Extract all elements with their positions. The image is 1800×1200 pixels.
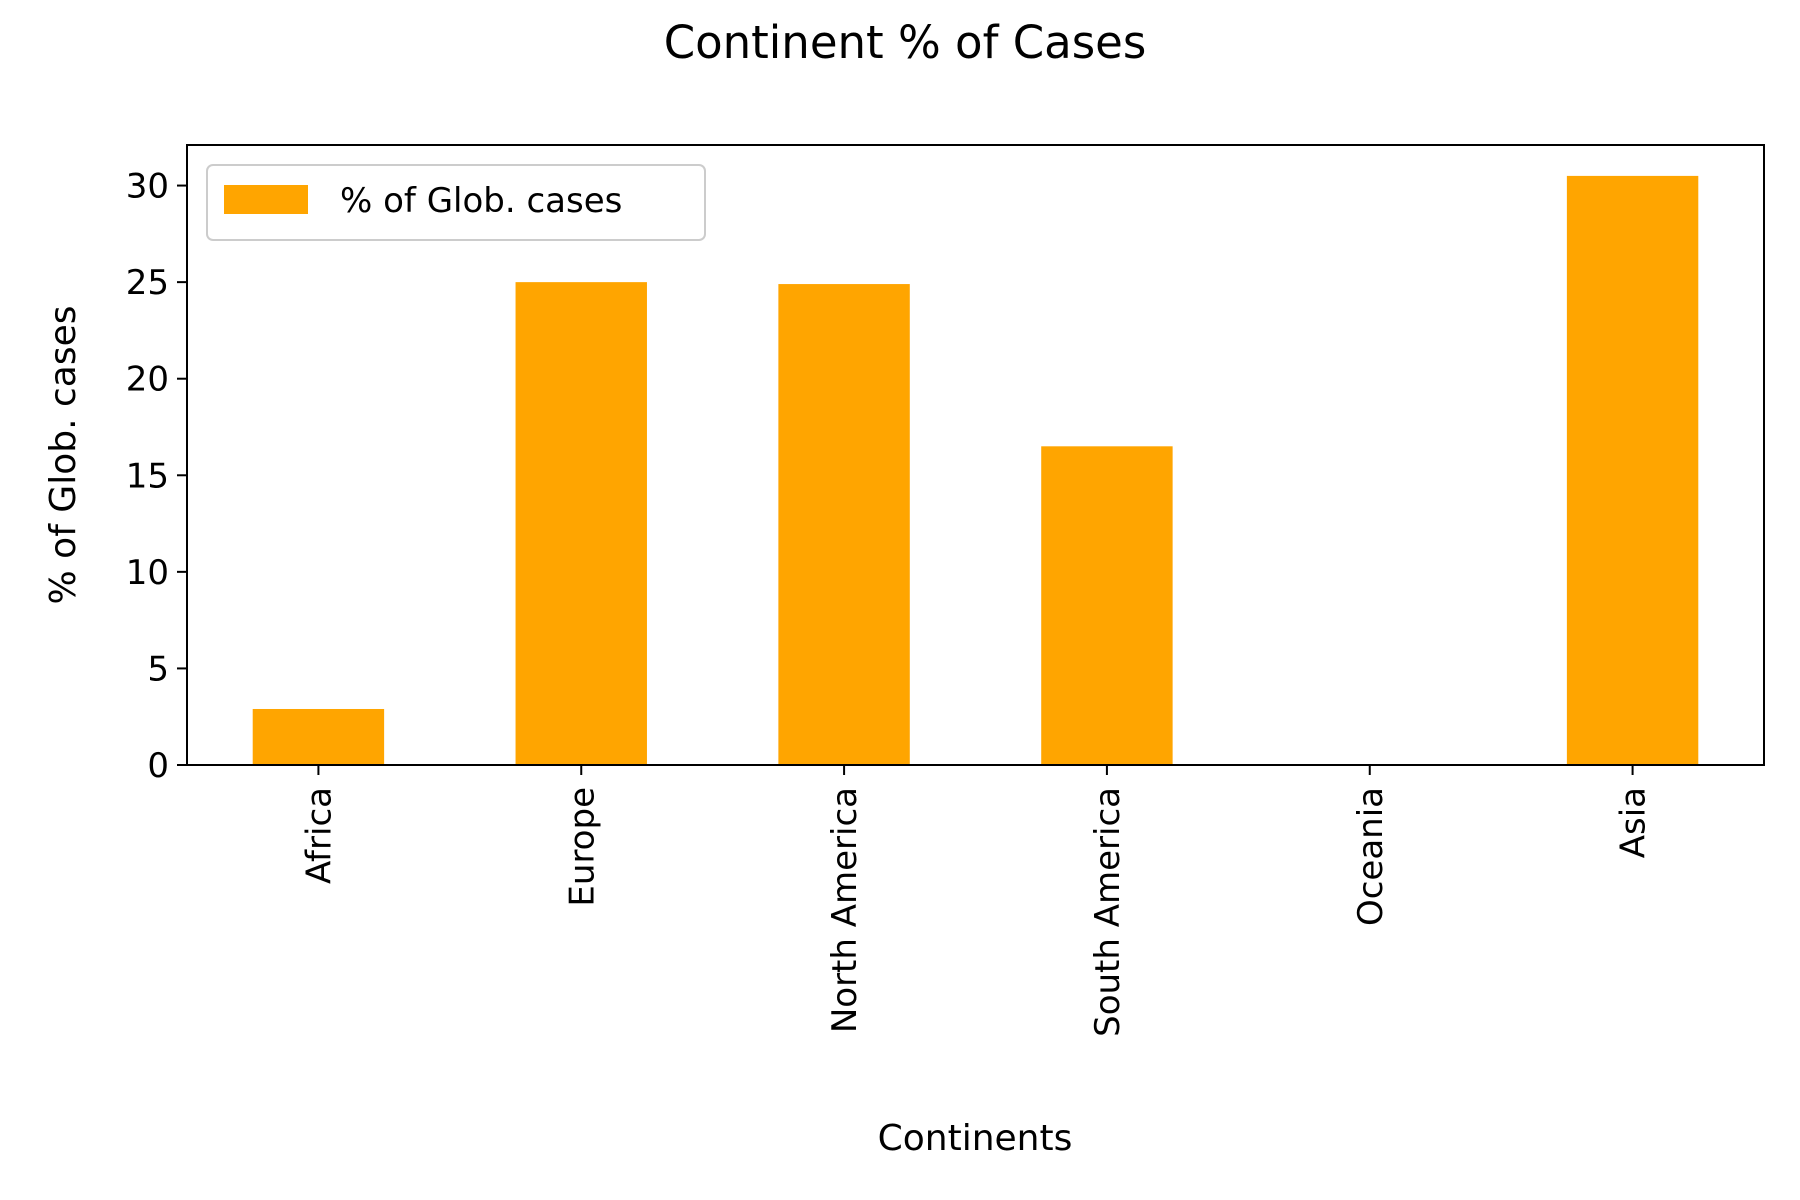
- x-tick-label-asia: Asia: [1614, 787, 1654, 858]
- bar-south-america: [1041, 446, 1173, 765]
- x-axis-label: Continents: [878, 1118, 1073, 1159]
- legend-label: % of Glob. cases: [340, 181, 622, 221]
- bar-europe: [515, 282, 647, 765]
- y-tick-label: 15: [126, 456, 169, 496]
- legend: % of Glob. cases: [206, 164, 706, 241]
- y-tick-label: 5: [147, 649, 169, 689]
- x-tick-label-europe: Europe: [562, 787, 602, 907]
- y-axis-ticks: 0 5 10 15 20 25 30: [126, 167, 187, 786]
- x-axis-ticks: Africa Europe North America South America Oc…: [299, 765, 1654, 1037]
- chart-title: Continent % of Cases: [664, 16, 1147, 69]
- x-tick-label-north-america: North America: [825, 787, 865, 1033]
- legend-swatch: [224, 185, 308, 214]
- x-tick-label-oceania: Oceania: [1351, 787, 1391, 926]
- y-tick-label: 0: [147, 746, 169, 786]
- bar-north-america: [778, 284, 910, 765]
- x-tick-label-south-america: South America: [1088, 787, 1128, 1037]
- y-tick-label: 10: [126, 553, 169, 593]
- y-axis-label: % of Glob. cases: [43, 306, 84, 605]
- y-tick-label: 20: [126, 360, 169, 400]
- legend-frame: [206, 164, 706, 241]
- x-tick-label-africa: Africa: [299, 787, 339, 884]
- y-tick-label: 25: [126, 263, 169, 303]
- bars-group: [252, 175, 1699, 765]
- y-tick-label: 30: [126, 167, 169, 207]
- bar-africa: [252, 708, 385, 765]
- plot-area-frame: [186, 144, 1765, 766]
- bar-asia: [1566, 175, 1699, 765]
